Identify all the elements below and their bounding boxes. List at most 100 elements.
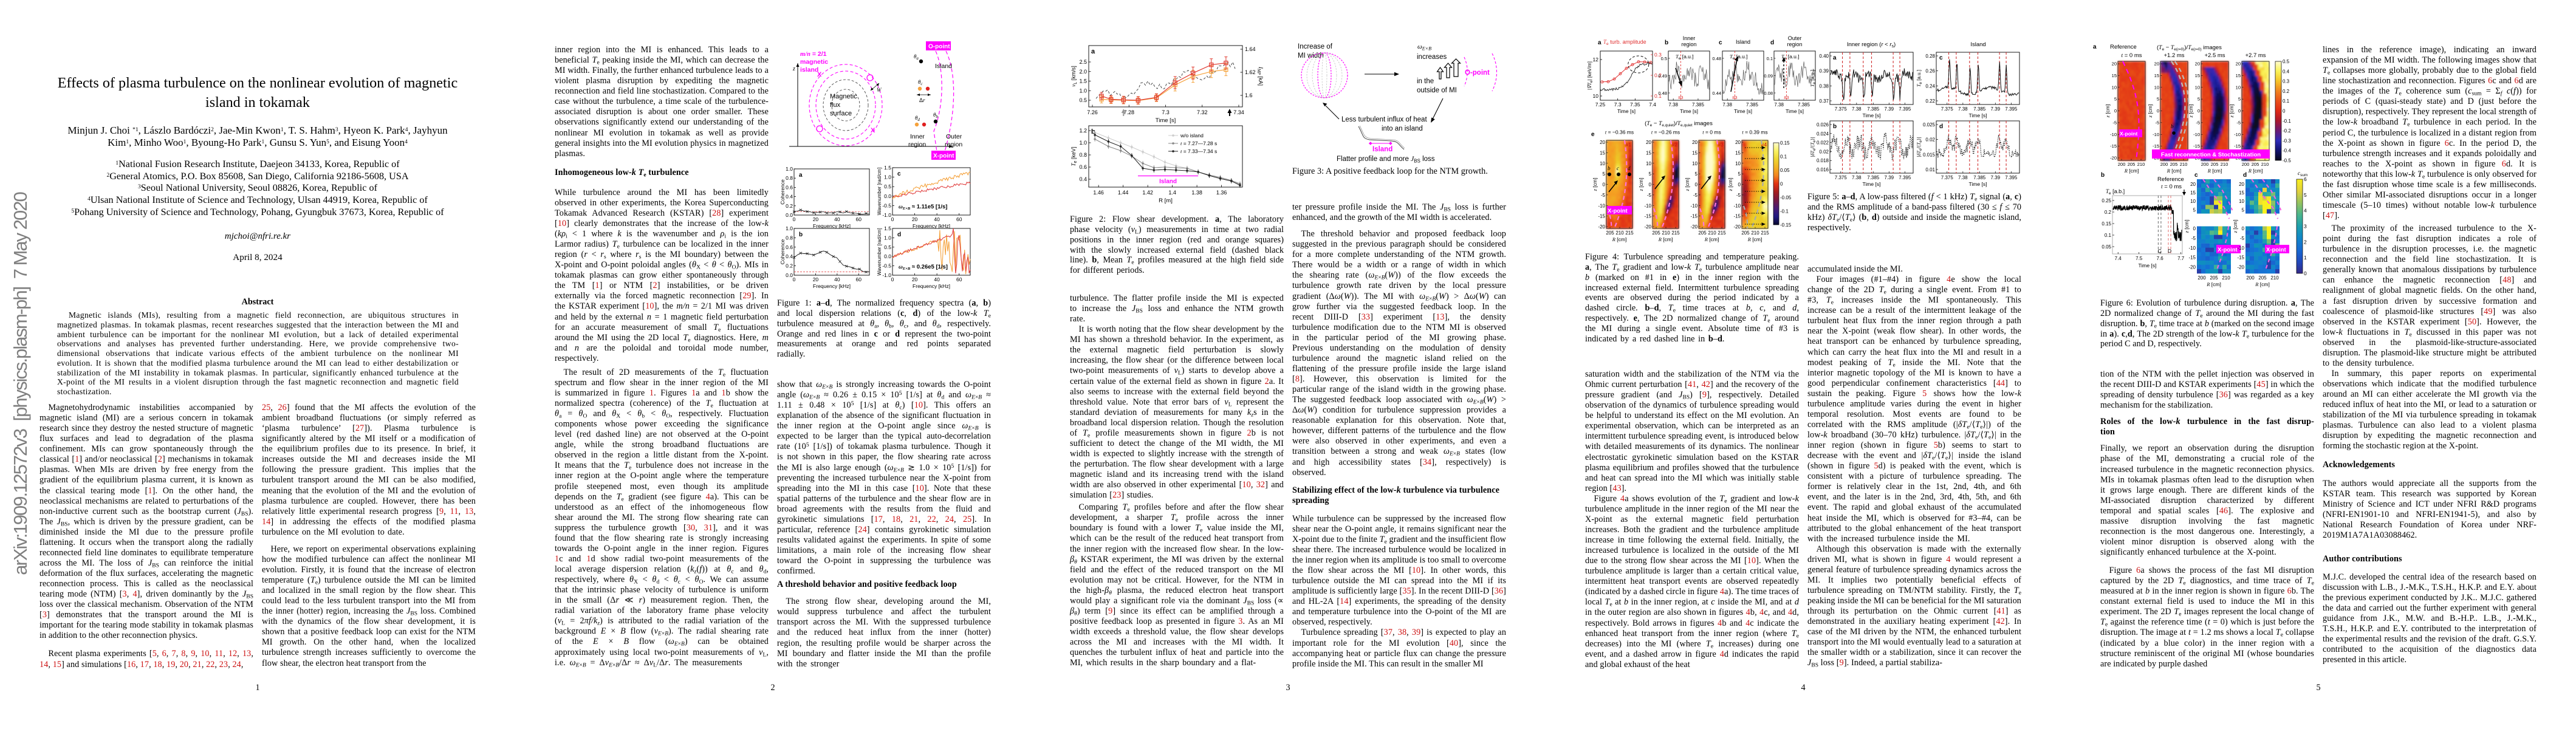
svg-text:Te [a.u.]: Te [a.u.]: [1916, 70, 1923, 87]
svg-text:12: 12: [1593, 56, 1599, 63]
svg-text:b: b: [2171, 123, 2174, 129]
svg-text:15: 15: [2236, 73, 2241, 78]
svg-text:0.4: 0.4: [786, 194, 793, 200]
svg-text:-10: -10: [1598, 203, 1605, 208]
svg-text:Time [s]: Time [s]: [1969, 181, 1987, 187]
svg-text:Island: Island: [1736, 39, 1750, 45]
svg-text:0.018: 0.018: [1817, 158, 1829, 163]
svg-text:1.46: 1.46: [1093, 190, 1104, 196]
svg-text:205: 205: [2258, 275, 2267, 281]
svg-text:z: z: [792, 66, 795, 72]
svg-text:a: a: [799, 172, 803, 179]
svg-text:215: 215: [1718, 230, 1726, 236]
svg-text:15: 15: [1692, 150, 1697, 156]
svg-text:surface: surface: [830, 110, 852, 117]
svg-text:215: 215: [1761, 230, 1769, 236]
svg-text:0.5: 0.5: [884, 244, 891, 250]
svg-text:0.8: 0.8: [1079, 152, 1087, 158]
svg-text:10: 10: [1735, 161, 1741, 166]
svg-text:7.6: 7.6: [2157, 256, 2164, 261]
svg-text:-5: -5: [2155, 120, 2159, 125]
svg-text:0.0: 0.0: [884, 253, 891, 259]
svg-text:7.39: 7.39: [1884, 175, 1894, 180]
svg-text:region: region: [908, 141, 926, 148]
svg-text:0: 0: [2157, 108, 2159, 114]
svg-text:X: X: [871, 127, 875, 134]
svg-text:Increase of: Increase of: [1298, 43, 1333, 50]
svg-text:z [cm]: z [cm]: [2232, 220, 2238, 234]
svg-text:z [cm]: z [cm]: [1727, 178, 1733, 192]
svg-text:into an island: into an island: [1382, 125, 1423, 132]
svg-text:0: 0: [2193, 226, 2196, 231]
svg-text:5: 5: [1695, 171, 1698, 177]
svg-text:10: 10: [2154, 84, 2159, 90]
svg-text:Time [s]: Time [s]: [1156, 117, 1176, 124]
svg-text:1.62: 1.62: [1245, 69, 1256, 75]
svg-text:10: 10: [2112, 84, 2117, 90]
svg-text:7.39: 7.39: [1990, 175, 2000, 180]
svg-text:R [cm]: R [cm]: [2207, 168, 2222, 174]
svg-text:flux: flux: [830, 101, 841, 109]
svg-text:10: 10: [1600, 161, 1605, 166]
svg-text:-1.0: -1.0: [882, 212, 891, 218]
svg-text:0: 0: [2197, 108, 2200, 114]
svg-text:Inner: Inner: [1683, 35, 1696, 41]
svg-text:-5: -5: [1736, 193, 1741, 198]
svg-text:15: 15: [1735, 150, 1741, 156]
svg-text:0.37: 0.37: [1819, 98, 1829, 104]
svg-text:10: 10: [1692, 161, 1697, 166]
svg-text:205: 205: [2170, 162, 2178, 167]
svg-text:210: 210: [1751, 230, 1759, 236]
svg-text:0: 0: [1738, 182, 1741, 188]
svg-text:1.64: 1.64: [1245, 46, 1256, 52]
svg-text:R [cm]: R [cm]: [1658, 236, 1673, 242]
svg-text:1.5: 1.5: [884, 225, 891, 231]
svg-text:#2: #2: [1672, 142, 1678, 148]
svg-text:0.1: 0.1: [1767, 56, 1773, 61]
svg-text:t = 0 ms: t = 0 ms: [2161, 183, 2182, 190]
svg-text:7.385: 7.385: [1973, 175, 1986, 180]
svg-text:60: 60: [956, 276, 962, 282]
svg-text:d: d: [1628, 165, 1631, 171]
svg-text:0: 0: [2283, 109, 2286, 114]
svg-text:15: 15: [1600, 150, 1605, 156]
svg-text:205: 205: [1698, 230, 1707, 236]
svg-text:205: 205: [2210, 275, 2218, 281]
svg-text:20: 20: [912, 216, 918, 222]
svg-text:7.39: 7.39: [1884, 106, 1894, 112]
svg-text:4: 4: [2304, 208, 2307, 214]
svg-text:210: 210: [2180, 162, 2188, 167]
svg-text:R [cm]: R [cm]: [2248, 168, 2263, 174]
svg-text:Fast reconnection & Stochastiz: Fast reconnection & Stochastization: [2161, 152, 2261, 159]
svg-text:W: W: [877, 87, 882, 93]
svg-text:0.0: 0.0: [884, 193, 891, 199]
svg-text:15: 15: [2239, 190, 2244, 196]
svg-text:-0.15: -0.15: [1780, 222, 1792, 228]
svg-text:-20: -20: [1733, 224, 1741, 230]
svg-text:0.25: 0.25: [2102, 198, 2111, 204]
svg-text:15: 15: [2190, 190, 2196, 196]
svg-text:-10: -10: [2193, 132, 2200, 137]
svg-text:z [cm]: z [cm]: [1638, 178, 1644, 192]
svg-text:m/n = 2/1: m/n = 2/1: [800, 50, 827, 58]
svg-text:Frequency [kHz]: Frequency [kHz]: [813, 283, 851, 289]
svg-text:7.375: 7.375: [1941, 106, 1954, 112]
svg-text:c: c: [1939, 55, 1943, 61]
svg-text:0.05: 0.05: [2102, 244, 2111, 250]
svg-text:0.2: 0.2: [1654, 72, 1662, 78]
svg-text:0.2: 0.2: [2105, 210, 2112, 215]
svg-text:Inner region (r < rs): Inner region (r < rs): [1847, 41, 1896, 49]
svg-text:R [cm]: R [cm]: [2124, 168, 2139, 174]
svg-text:outside of MI: outside of MI: [1417, 87, 1457, 94]
svg-text:|∇Te| [keV/m]: |∇Te| [keV/m]: [1587, 61, 1594, 90]
svg-text:Island: Island: [1372, 146, 1392, 153]
svg-text:10: 10: [2236, 84, 2241, 90]
svg-text:-0.5: -0.5: [882, 202, 891, 208]
svg-text:200: 200: [2160, 162, 2168, 167]
svg-text:60: 60: [856, 276, 862, 282]
svg-text:1.5: 1.5: [884, 165, 891, 171]
svg-text:7.5: 7.5: [2136, 256, 2143, 261]
svg-text:t = 7.27—7.28 s: t = 7.27—7.28 s: [1180, 140, 1217, 146]
svg-text:-10: -10: [2237, 245, 2244, 251]
svg-text:-0.5: -0.5: [2283, 158, 2291, 163]
